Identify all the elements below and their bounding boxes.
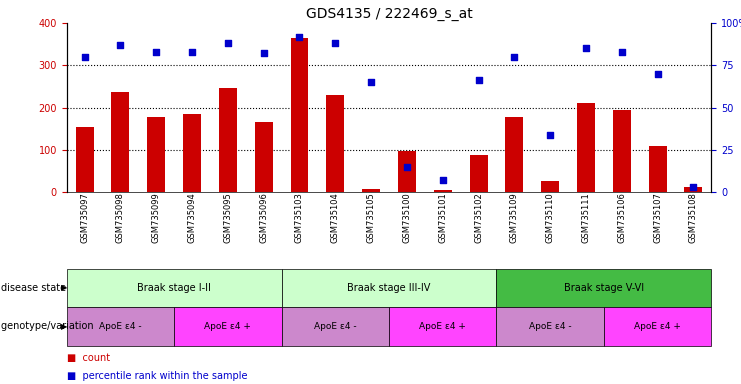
Point: [186, 49, 198, 55]
Bar: [183, 114, 201, 192]
Title: GDS4135 / 222469_s_at: GDS4135 / 222469_s_at: [305, 7, 473, 21]
Text: GSM735098: GSM735098: [116, 192, 125, 243]
Text: GSM735100: GSM735100: [402, 192, 411, 243]
Bar: [505, 117, 523, 192]
Text: disease state: disease state: [1, 283, 70, 293]
Point: [329, 40, 341, 46]
Bar: [496, 269, 711, 307]
Point: [508, 54, 520, 60]
Bar: [67, 269, 282, 307]
Bar: [147, 117, 165, 192]
Point: [293, 33, 305, 40]
Point: [258, 50, 270, 56]
Bar: [685, 187, 702, 192]
Bar: [648, 146, 667, 192]
Bar: [398, 151, 416, 192]
Text: GSM735108: GSM735108: [689, 192, 698, 243]
Text: GSM735106: GSM735106: [617, 192, 626, 243]
Text: ■  count: ■ count: [67, 353, 110, 363]
Text: GSM735111: GSM735111: [582, 192, 591, 243]
Point: [365, 79, 377, 85]
Bar: [433, 190, 452, 192]
Text: ApoE ε4 -: ApoE ε4 -: [99, 322, 142, 331]
Text: GSM735097: GSM735097: [80, 192, 89, 243]
Bar: [255, 122, 273, 192]
Bar: [282, 269, 496, 307]
Text: GSM735096: GSM735096: [259, 192, 268, 243]
Text: GSM735103: GSM735103: [295, 192, 304, 243]
Bar: [362, 189, 380, 192]
Point: [150, 49, 162, 55]
Text: GSM735095: GSM735095: [223, 192, 233, 243]
Text: GSM735105: GSM735105: [367, 192, 376, 243]
Bar: [541, 180, 559, 192]
Text: ApoE ε4 +: ApoE ε4 +: [634, 322, 681, 331]
Point: [222, 40, 234, 46]
Text: GSM735107: GSM735107: [653, 192, 662, 243]
Text: ApoE ε4 +: ApoE ε4 +: [205, 322, 251, 331]
Point: [401, 164, 413, 170]
Point: [437, 177, 449, 183]
Bar: [76, 126, 93, 192]
Text: ApoE ε4 -: ApoE ε4 -: [314, 322, 356, 331]
Text: ApoE ε4 +: ApoE ε4 +: [419, 322, 466, 331]
Bar: [326, 95, 345, 192]
Text: GSM735104: GSM735104: [330, 192, 340, 243]
Text: Braak stage I-II: Braak stage I-II: [137, 283, 211, 293]
Bar: [389, 307, 496, 346]
Text: ▶: ▶: [61, 322, 67, 331]
Text: GSM735109: GSM735109: [510, 192, 519, 243]
Bar: [290, 38, 308, 192]
Text: GSM735094: GSM735094: [187, 192, 196, 243]
Text: GSM735102: GSM735102: [474, 192, 483, 243]
Bar: [219, 88, 237, 192]
Bar: [496, 307, 604, 346]
Point: [688, 184, 700, 190]
Point: [473, 78, 485, 84]
Bar: [67, 307, 174, 346]
Text: GSM735110: GSM735110: [545, 192, 555, 243]
Bar: [111, 92, 130, 192]
Bar: [282, 307, 389, 346]
Text: ▶: ▶: [61, 283, 67, 293]
Bar: [604, 307, 711, 346]
Text: GSM735099: GSM735099: [152, 192, 161, 243]
Point: [79, 54, 90, 60]
Text: genotype/variation: genotype/variation: [1, 321, 97, 331]
Text: ■  percentile rank within the sample: ■ percentile rank within the sample: [67, 371, 247, 381]
Text: Braak stage III-IV: Braak stage III-IV: [348, 283, 431, 293]
Bar: [613, 109, 631, 192]
Text: Braak stage V-VI: Braak stage V-VI: [564, 283, 644, 293]
Text: ApoE ε4 -: ApoE ε4 -: [529, 322, 571, 331]
Point: [652, 71, 664, 77]
Point: [114, 42, 126, 48]
Point: [580, 45, 592, 51]
Bar: [470, 155, 488, 192]
Point: [545, 131, 556, 137]
Bar: [174, 307, 282, 346]
Bar: [577, 103, 595, 192]
Point: [616, 49, 628, 55]
Text: GSM735101: GSM735101: [438, 192, 448, 243]
